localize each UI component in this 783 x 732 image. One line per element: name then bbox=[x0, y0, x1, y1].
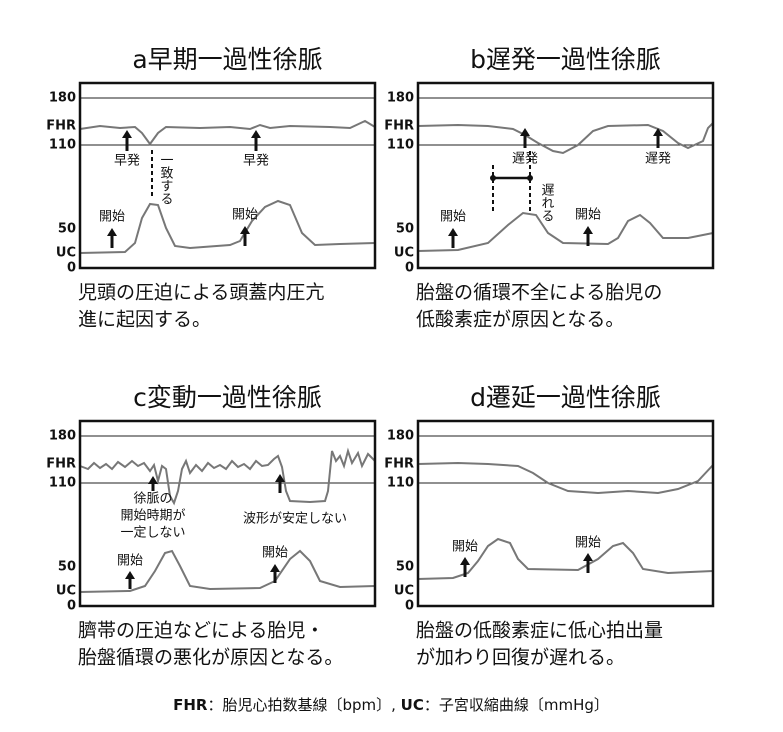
panel-title: b遅発一過性徐脈 bbox=[470, 45, 661, 74]
panel-title: d遷延一過性徐脈 bbox=[470, 383, 661, 412]
axis-label: 0 bbox=[67, 599, 76, 614]
caption: 進に起因する。 bbox=[78, 309, 211, 331]
axis-label: 0 bbox=[405, 261, 414, 276]
arrow-head bbox=[240, 226, 250, 234]
fhr-curve bbox=[79, 119, 376, 146]
axis-label: 50 bbox=[58, 560, 76, 575]
axis-label: 110 bbox=[387, 476, 414, 491]
panel-frame bbox=[78, 81, 377, 270]
annotation: 徐脈の bbox=[133, 492, 172, 507]
arrow-head bbox=[653, 128, 663, 136]
panel-frame bbox=[416, 419, 715, 608]
annotation: 開始 bbox=[452, 540, 478, 555]
axis-label: 0 bbox=[67, 261, 76, 276]
caption: 胎盤の循環不全による胎児の bbox=[416, 282, 662, 304]
arrow-head bbox=[125, 571, 135, 579]
axis-label: 180 bbox=[387, 429, 414, 444]
panel-title: c変動一過性徐脈 bbox=[133, 383, 322, 412]
caption: 胎盤の低酸素症に低心拍出量 bbox=[416, 620, 663, 642]
panel-frame bbox=[78, 419, 377, 608]
annotation: 早発 bbox=[114, 154, 140, 169]
annotation: 開始 bbox=[575, 208, 601, 223]
panel-title: a早期一過性徐脈 bbox=[132, 45, 322, 74]
axis-label: 50 bbox=[396, 222, 414, 237]
uc-curve bbox=[79, 199, 376, 254]
axis-label: UC bbox=[394, 584, 414, 599]
arrow-head bbox=[520, 128, 530, 136]
axis-label: 110 bbox=[387, 138, 414, 153]
footer-uc-desc: ：子宮収縮曲線〔mmHg〕 bbox=[424, 696, 609, 714]
annotation: 開始 bbox=[575, 536, 601, 551]
footer: FHR：胎児心拍数基線〔bpm〕, UC：子宮収縮曲線〔mmHg〕 bbox=[173, 696, 609, 714]
axis-label: 0 bbox=[405, 599, 414, 614]
footer-fhr-desc: ：胎児心拍数基線〔bpm〕, bbox=[207, 696, 400, 714]
annotation: 一致する bbox=[158, 153, 174, 205]
caption: 児頭の圧迫による頭蓋内圧亢 bbox=[78, 282, 324, 304]
caption: 臍帯の圧迫などによる胎児・ bbox=[78, 620, 324, 642]
axis-label: 50 bbox=[58, 222, 76, 237]
axis-label: UC bbox=[394, 246, 414, 261]
arrow-head bbox=[275, 474, 285, 482]
bracket-end bbox=[527, 175, 533, 181]
fhr-curve bbox=[417, 461, 714, 495]
arrow-head bbox=[148, 476, 158, 484]
panel-frame bbox=[416, 81, 715, 270]
annotation: 開始 bbox=[440, 210, 466, 225]
axis-label: 110 bbox=[49, 476, 76, 491]
uc-curve bbox=[417, 537, 714, 580]
axis-label: UC bbox=[56, 246, 76, 261]
axis-label: FHR bbox=[384, 119, 414, 134]
axis-label: 50 bbox=[396, 560, 414, 575]
caption: が加わり回復が遅れる。 bbox=[416, 647, 625, 669]
axis-label: FHR bbox=[384, 457, 414, 472]
footer-fhr: FHR bbox=[173, 696, 208, 714]
axis-label: UC bbox=[56, 584, 76, 599]
arrow-head bbox=[460, 557, 470, 565]
arrow-head bbox=[583, 226, 593, 234]
footer-uc: UC bbox=[401, 696, 424, 714]
caption: 低酸素症が原因となる。 bbox=[416, 309, 624, 331]
annotation: 早発 bbox=[243, 154, 269, 169]
axis-label: 180 bbox=[49, 429, 76, 444]
arrow-head bbox=[122, 130, 132, 138]
annotation: 遅れる bbox=[539, 183, 555, 222]
annotation: 波形が安定しない bbox=[243, 512, 347, 527]
arrow-head bbox=[448, 228, 458, 236]
annotation: 開始 bbox=[262, 546, 288, 561]
annotation: 開始 bbox=[99, 210, 125, 225]
annotation: 開始時期が bbox=[120, 509, 185, 524]
arrow-head bbox=[583, 553, 593, 561]
annotation: 遅発 bbox=[645, 152, 671, 167]
caption: 胎盤循環の悪化が原因となる。 bbox=[78, 647, 343, 669]
uc-curve bbox=[79, 549, 376, 593]
bracket-end bbox=[490, 175, 496, 181]
arrow-head bbox=[270, 564, 280, 572]
uc-curve bbox=[417, 211, 714, 252]
axis-label: 110 bbox=[49, 138, 76, 153]
axis-label: 180 bbox=[49, 91, 76, 106]
axis-label: FHR bbox=[46, 457, 76, 472]
arrow-head bbox=[251, 130, 261, 138]
annotation: 開始 bbox=[232, 208, 258, 223]
arrow-head bbox=[107, 228, 117, 236]
fhr-curve bbox=[79, 447, 376, 506]
annotation: 一定しない bbox=[120, 526, 185, 541]
axis-label: 180 bbox=[387, 91, 414, 106]
axis-label: FHR bbox=[46, 119, 76, 134]
annotation: 遅発 bbox=[512, 152, 538, 167]
fhr-curve bbox=[417, 122, 714, 155]
annotation: 開始 bbox=[117, 554, 143, 569]
panel: d遷延一過性徐脈 180 FHR 110 50 UC0 開始 開始胎盤の低酸素症に低心拍出量が… bbox=[384, 383, 715, 669]
